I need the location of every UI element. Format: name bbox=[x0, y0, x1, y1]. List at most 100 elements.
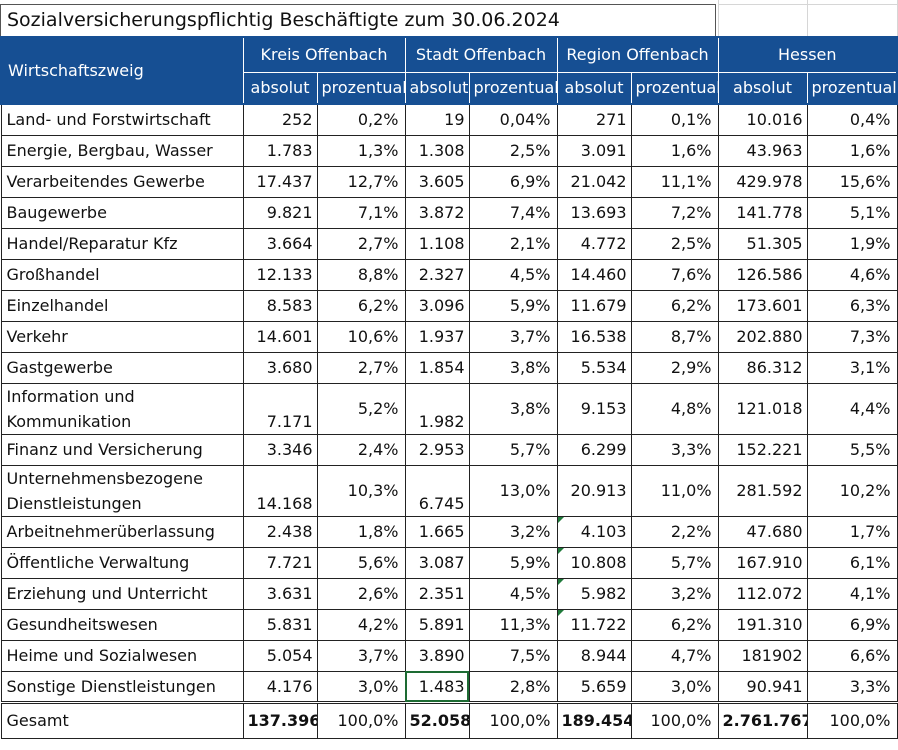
cell-absolut[interactable]: 7.171 bbox=[242, 382, 318, 435]
cell-prozentual[interactable]: 2,6% bbox=[316, 577, 406, 610]
cell-absolut[interactable]: 8.583 bbox=[242, 289, 318, 322]
cell-absolut[interactable]: 1.854 bbox=[404, 351, 470, 384]
cell-prozentual[interactable]: 1,9% bbox=[806, 227, 898, 260]
cell-prozentual[interactable]: 4,8% bbox=[630, 382, 719, 435]
cell-absolut[interactable]: 141.778 bbox=[717, 196, 808, 229]
cell-prozentual[interactable]: 0,1% bbox=[630, 103, 719, 136]
cell-absolut[interactable]: 11.679 bbox=[556, 289, 632, 322]
cell-absolut[interactable]: 13.693 bbox=[556, 196, 632, 229]
cell-prozentual[interactable]: 6,6% bbox=[806, 639, 898, 672]
cell-prozentual[interactable]: 4,5% bbox=[468, 258, 558, 291]
total-absolut[interactable]: 2.761.767 bbox=[717, 700, 808, 739]
cell-prozentual[interactable]: 1,3% bbox=[316, 134, 406, 167]
cell-prozentual[interactable]: 7,2% bbox=[630, 196, 719, 229]
row-label[interactable]: Sonstige Dienstleistungen bbox=[0, 670, 244, 703]
row-label[interactable]: Land- und Forstwirtschaft bbox=[0, 103, 244, 136]
cell-prozentual[interactable]: 11,3% bbox=[468, 608, 558, 641]
cell-absolut[interactable]: 191.310 bbox=[717, 608, 808, 641]
cell-prozentual[interactable]: 3,3% bbox=[806, 670, 898, 703]
row-label[interactable]: Großhandel bbox=[0, 258, 244, 291]
row-label[interactable]: Erziehung und Unterricht bbox=[0, 577, 244, 610]
cell-prozentual[interactable]: 5,5% bbox=[806, 433, 898, 466]
cell-absolut[interactable]: 121.018 bbox=[717, 382, 808, 435]
row-label[interactable]: Information und Kommunikation bbox=[0, 382, 244, 435]
cell-absolut[interactable]: 252 bbox=[242, 103, 318, 136]
cell-prozentual[interactable]: 6,9% bbox=[468, 165, 558, 198]
cell-prozentual[interactable]: 4,5% bbox=[468, 577, 558, 610]
cell-absolut[interactable]: 3.096 bbox=[404, 289, 470, 322]
cell-absolut[interactable]: 3.605 bbox=[404, 165, 470, 198]
cell-prozentual[interactable]: 4,4% bbox=[806, 382, 898, 435]
subheader-absolut[interactable]: absolut bbox=[242, 71, 318, 105]
cell-prozentual[interactable]: 1,7% bbox=[806, 515, 898, 548]
cell-prozentual[interactable]: 11,1% bbox=[630, 165, 719, 198]
cell-prozentual[interactable]: 7,5% bbox=[468, 639, 558, 672]
cell-prozentual[interactable]: 5,2% bbox=[316, 382, 406, 435]
cell-prozentual[interactable]: 7,3% bbox=[806, 320, 898, 353]
row-label[interactable]: Heime und Sozialwesen bbox=[0, 639, 244, 672]
cell-prozentual[interactable]: 3,1% bbox=[806, 351, 898, 384]
row-label[interactable]: Finanz und Versicherung bbox=[0, 433, 244, 466]
cell-absolut[interactable]: 51.305 bbox=[717, 227, 808, 260]
cell-prozentual[interactable]: 7,4% bbox=[468, 196, 558, 229]
subheader-prozentual[interactable]: prozentual bbox=[468, 71, 558, 105]
subheader-prozentual[interactable]: prozentual bbox=[630, 71, 719, 105]
cell-prozentual[interactable]: 13,0% bbox=[468, 464, 558, 517]
cell-prozentual[interactable]: 2,8% bbox=[468, 670, 558, 703]
cell-prozentual[interactable]: 8,8% bbox=[316, 258, 406, 291]
cell-absolut[interactable]: 90.941 bbox=[717, 670, 808, 703]
row-label[interactable]: Handel/Reparatur Kfz bbox=[0, 227, 244, 260]
cell-prozentual[interactable]: 7,6% bbox=[630, 258, 719, 291]
cell-absolut[interactable]: 11.722 bbox=[556, 608, 632, 641]
cell-prozentual[interactable]: 6,1% bbox=[806, 546, 898, 579]
cell-prozentual[interactable]: 6,2% bbox=[316, 289, 406, 322]
total-prozentual[interactable]: 100,0% bbox=[468, 700, 558, 739]
cell-prozentual[interactable]: 3,3% bbox=[630, 433, 719, 466]
subheader-prozentual[interactable]: prozentual bbox=[316, 71, 406, 105]
cell-absolut[interactable]: 2.327 bbox=[404, 258, 470, 291]
cell-absolut[interactable]: 8.944 bbox=[556, 639, 632, 672]
cell-prozentual[interactable]: 4,1% bbox=[806, 577, 898, 610]
cell-prozentual[interactable]: 1,6% bbox=[630, 134, 719, 167]
total-prozentual[interactable]: 100,0% bbox=[316, 700, 406, 739]
cell-prozentual[interactable]: 3,8% bbox=[468, 351, 558, 384]
row-label[interactable]: Verkehr bbox=[0, 320, 244, 353]
cell-prozentual[interactable]: 7,1% bbox=[316, 196, 406, 229]
row-label[interactable]: Energie, Bergbau, Wasser bbox=[0, 134, 244, 167]
cell-prozentual[interactable]: 5,1% bbox=[806, 196, 898, 229]
cell-absolut[interactable]: 4.103 bbox=[556, 515, 632, 548]
cell-absolut[interactable]: 181902 bbox=[717, 639, 808, 672]
cell-prozentual[interactable]: 2,5% bbox=[468, 134, 558, 167]
column-header-wirtschaftszweig[interactable]: Wirtschaftszweig bbox=[0, 36, 244, 105]
cell-prozentual[interactable]: 6,3% bbox=[806, 289, 898, 322]
cell-prozentual[interactable]: 8,7% bbox=[630, 320, 719, 353]
cell-absolut[interactable]: 20.913 bbox=[556, 464, 632, 517]
row-label[interactable]: Baugewerbe bbox=[0, 196, 244, 229]
cell-absolut[interactable]: 2.438 bbox=[242, 515, 318, 548]
cell-prozentual[interactable]: 2,7% bbox=[316, 227, 406, 260]
cell-prozentual[interactable]: 6,2% bbox=[630, 289, 719, 322]
total-absolut[interactable]: 52.058 bbox=[404, 700, 470, 739]
cell-prozentual[interactable]: 3,0% bbox=[630, 670, 719, 703]
cell-absolut[interactable]: 3.872 bbox=[404, 196, 470, 229]
cell-prozentual[interactable]: 4,6% bbox=[806, 258, 898, 291]
cell-prozentual[interactable]: 5,7% bbox=[630, 546, 719, 579]
cell-absolut[interactable]: 271 bbox=[556, 103, 632, 136]
cell-absolut[interactable]: 14.460 bbox=[556, 258, 632, 291]
cell-prozentual[interactable]: 3,2% bbox=[468, 515, 558, 548]
cell-prozentual[interactable]: 6,2% bbox=[630, 608, 719, 641]
sheet-title[interactable]: Sozialversicherungspflichtig Beschäftigt… bbox=[0, 4, 716, 36]
cell-absolut[interactable]: 3.091 bbox=[556, 134, 632, 167]
row-label[interactable]: Unternehmensbezogene Dienstleistungen bbox=[0, 464, 244, 517]
cell-absolut[interactable]: 126.586 bbox=[717, 258, 808, 291]
cell-absolut[interactable]: 5.659 bbox=[556, 670, 632, 703]
cell-absolut[interactable]: 429.978 bbox=[717, 165, 808, 198]
total-prozentual[interactable]: 100,0% bbox=[630, 700, 719, 739]
cell-absolut[interactable]: 86.312 bbox=[717, 351, 808, 384]
cell-absolut[interactable]: 1.783 bbox=[242, 134, 318, 167]
cell-prozentual[interactable]: 10,2% bbox=[806, 464, 898, 517]
row-label[interactable]: Arbeitnehmerüberlassung bbox=[0, 515, 244, 548]
cell-absolut[interactable]: 1.108 bbox=[404, 227, 470, 260]
cell-prozentual[interactable]: 4,2% bbox=[316, 608, 406, 641]
cell-prozentual[interactable]: 0,04% bbox=[468, 103, 558, 136]
